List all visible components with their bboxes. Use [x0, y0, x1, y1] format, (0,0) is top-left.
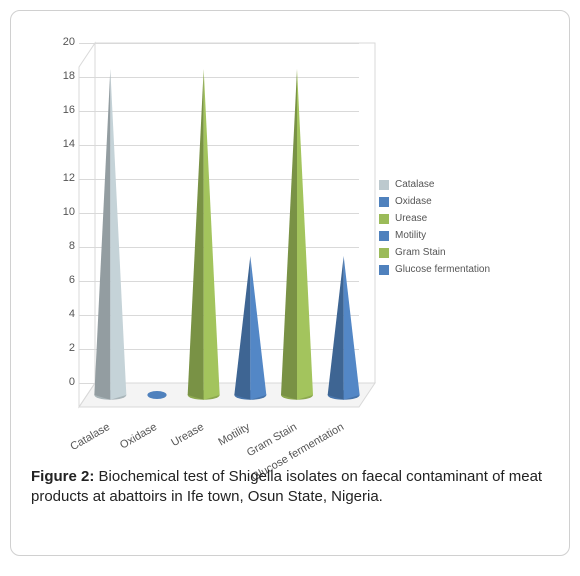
legend-label: Catalase — [395, 179, 434, 190]
cone-left — [328, 256, 344, 400]
cone-left — [281, 69, 297, 400]
legend-swatch — [379, 265, 389, 275]
cone-chart-svg — [79, 43, 359, 419]
cone-left — [188, 69, 204, 400]
caption-bold: Figure 2: — [31, 468, 94, 485]
y-tick-label: 16 — [49, 104, 75, 116]
chart-wall — [95, 43, 375, 383]
y-tick-label: 10 — [49, 206, 75, 218]
cone-oxidase — [147, 391, 166, 399]
figure-caption: Figure 2: Biochemical test of Shigella i… — [31, 467, 549, 508]
cone-right — [344, 256, 360, 400]
legend-swatch — [379, 197, 389, 207]
figure-card: 02468101214161820 CatalaseOxidaseUreaseM… — [10, 10, 570, 556]
chart-area: 0 2 4 6 8 10 12 14 16 18 20 Catalase Oxidase Urease M… — [29, 29, 553, 449]
y-tick-label: 12 — [49, 172, 75, 184]
y-tick-label: 2 — [49, 342, 75, 354]
y-tick-label: 0 — [49, 376, 75, 388]
chart-side-wall — [79, 43, 95, 407]
legend-item: Motility — [379, 230, 549, 241]
x-tick-label: Oxidase — [118, 421, 159, 452]
y-tick-label: 14 — [49, 138, 75, 150]
cone-left — [94, 69, 110, 400]
cone-right — [204, 69, 220, 400]
legend-swatch — [379, 231, 389, 241]
legend-item: Urease — [379, 213, 549, 224]
y-tick-label: 20 — [49, 36, 75, 48]
cone-catalase — [94, 69, 126, 400]
cone-urease — [188, 69, 220, 400]
legend-label: Motility — [395, 230, 426, 241]
y-tick-label: 18 — [49, 70, 75, 82]
cone-right — [110, 69, 126, 400]
legend-swatch — [379, 248, 389, 258]
legend-item: Oxidase — [379, 196, 549, 207]
cone-right — [250, 256, 266, 400]
caption-text: Biochemical test of Shigella isolates on… — [31, 468, 542, 505]
y-tick-label: 6 — [49, 274, 75, 286]
legend-swatch — [379, 180, 389, 190]
legend-label: Gram Stain — [395, 247, 446, 258]
legend: Catalase Oxidase Urease Motility Gram Stain G… — [379, 179, 549, 281]
legend-label: Glucose fermentation — [395, 264, 490, 275]
legend-item: Catalase — [379, 179, 549, 190]
x-tick-label: Urease — [169, 421, 206, 449]
cone-gram-stain — [281, 69, 313, 400]
cone-left — [234, 256, 250, 400]
legend-label: Oxidase — [395, 196, 432, 207]
cone-right — [297, 69, 313, 400]
cone-motility — [234, 256, 266, 400]
legend-item: Gram Stain — [379, 247, 549, 258]
x-tick-label: Catalase — [69, 421, 113, 453]
y-tick-label: 4 — [49, 308, 75, 320]
x-tick-label: Motility — [217, 421, 253, 449]
legend-item: Glucose fermentation — [379, 264, 549, 275]
legend-label: Urease — [395, 213, 427, 224]
legend-swatch — [379, 214, 389, 224]
cone-glucose-fermentation — [328, 256, 360, 400]
y-tick-label: 8 — [49, 240, 75, 252]
